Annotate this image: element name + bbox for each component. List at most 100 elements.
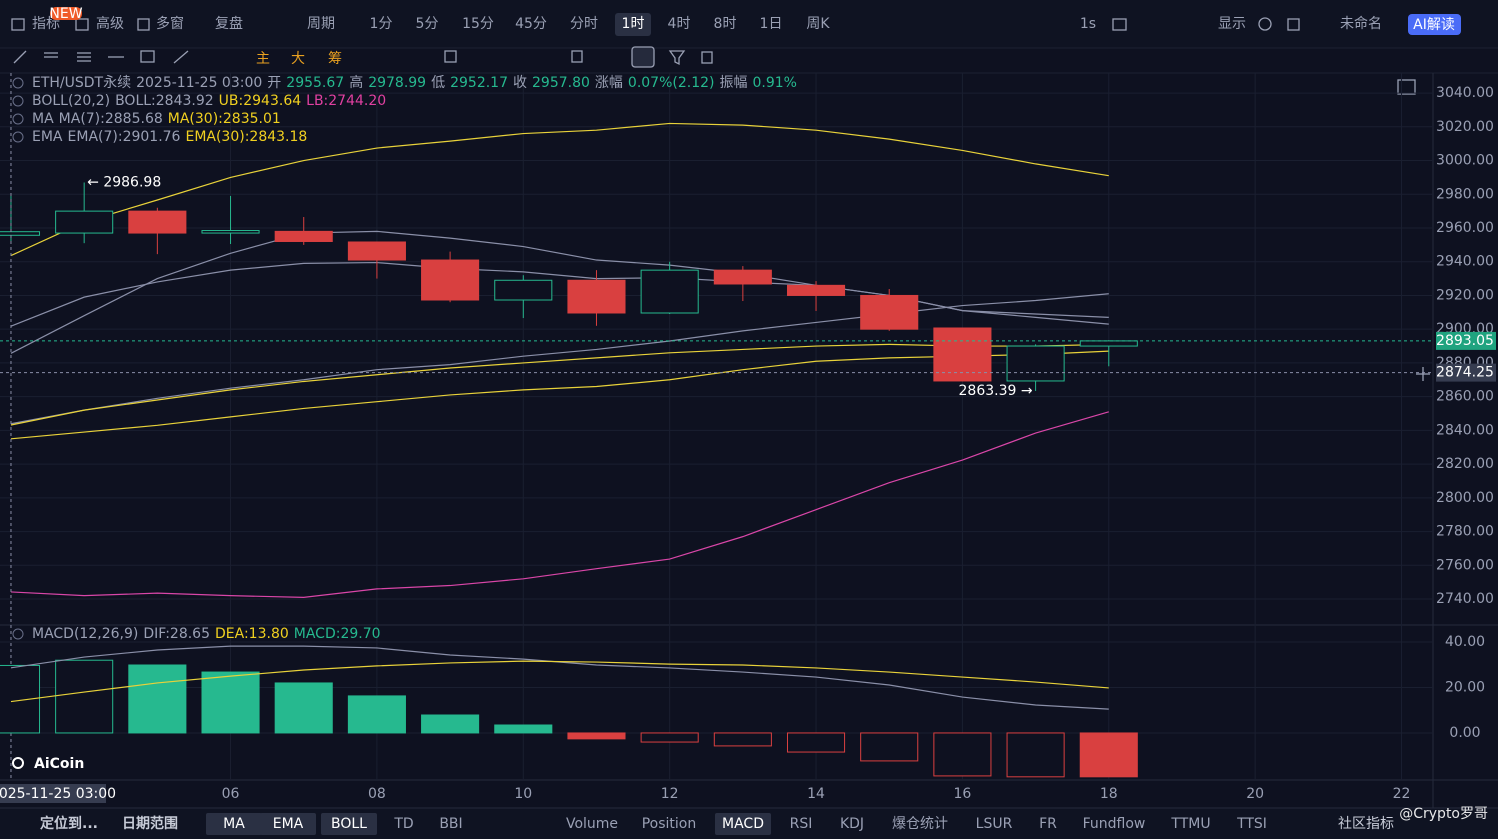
indicator-tab[interactable]: TTSI [1236,816,1267,832]
legend-item: BOLL(20,2) [32,93,110,109]
legend-item: 高 [349,74,363,91]
y-tick-label: 2940.00 [1436,254,1494,270]
indicator-tab[interactable]: TTMU [1170,816,1210,832]
ai-button-bg[interactable] [1408,14,1461,35]
y-tick-label: 40.00 [1445,634,1485,650]
interval[interactable]: 分时 [570,16,598,32]
watermark: @Crypto罗哥 [1399,806,1488,822]
macd-bar [55,659,114,734]
candle-body [55,210,114,234]
indicator-tab[interactable]: KDJ [840,816,864,832]
bottom-item[interactable]: 定位到... [40,815,98,832]
x-tick-label: 20 [1246,786,1264,802]
ai-button[interactable]: AI解读 [1413,16,1455,33]
main-tool[interactable]: 大 [291,51,305,67]
interval[interactable]: 15分 [462,16,494,32]
crosshair-time: 2025-11-25 03:00 [0,786,116,802]
indicator-tab[interactable]: Volume [566,816,618,832]
indicator-tab[interactable]: TD [393,816,413,832]
logo: AiCoin [34,756,84,772]
legend-item: 振幅 [719,75,747,91]
indicator-line [10,261,1109,327]
legend-icon [12,77,24,89]
selected-interval [615,13,651,36]
toolbar-item[interactable]: 高级 [96,15,124,32]
main-tool[interactable]: 主 [256,51,270,67]
indicator-tab[interactable]: BOLL [331,816,367,832]
active-chip [715,813,771,835]
legend-item: BOLL:2843.92 [115,93,214,109]
candle-body [1079,340,1138,347]
main-tool[interactable]: 筹 [328,50,342,67]
crosshair-time-badge [0,784,106,803]
interval[interactable]: 45分 [515,16,547,32]
y-tick-label: 2800.00 [1436,490,1494,506]
toolbar-item[interactable]: 周期 [307,16,335,32]
legend-item: 2025-11-25 03:00 [136,75,262,91]
y-tick-label: 2780.00 [1436,524,1494,540]
toolbar-item[interactable]: 1s [1080,16,1096,32]
interval[interactable]: 5分 [416,16,439,32]
indicator-tab[interactable]: LSUR [976,816,1013,832]
macd-bar [786,732,846,753]
x-tick-label: 16 [953,786,971,802]
legend-item: DIF:28.65 [143,626,210,642]
candle-body [713,269,772,285]
y-tick-label: 0.00 [1449,725,1480,741]
legend-item: MA(30):2835.01 [168,111,281,127]
indicator-tab[interactable]: MACD [722,816,764,832]
y-tick-label: 20.00 [1445,680,1485,696]
x-tick-label: 14 [807,786,825,802]
macd-bar [274,682,333,734]
indicator-tab[interactable]: FR [1039,816,1057,832]
legend-icon [12,628,24,640]
macd-line [10,660,1109,703]
interval[interactable]: 1时 [622,16,645,32]
toolbar-item[interactable]: 指标 [32,16,60,32]
interval[interactable]: 周K [806,16,830,32]
toolbar-item[interactable]: 复盘 [215,15,243,32]
legend-icon [12,113,24,125]
y-tick-label: 2740.00 [1436,591,1494,607]
interval[interactable]: 1日 [760,16,783,32]
badge-bg [50,7,82,20]
y-tick-label: 3040.00 [1436,85,1494,101]
indicator-tab[interactable]: EMA [273,816,304,832]
macd-bar [201,671,260,734]
indicator-line [10,122,1109,257]
candle-body [860,294,919,330]
community[interactable]: 社区指标 [1338,816,1394,832]
crosshair-price-badge [1436,363,1496,382]
indicator-line [10,350,1109,440]
legend-item: LB:2744.20 [306,93,386,109]
legend-item: 0.07%(2.12) [628,75,715,91]
bottom-item[interactable]: 日期范围 [122,815,178,832]
indicator-tab[interactable]: Position [642,816,697,832]
indicator-tab[interactable]: MA [223,816,245,832]
indicator-tab[interactable]: BBI [439,816,462,832]
y-tick-label: 2980.00 [1436,186,1494,202]
toolbar-item[interactable]: 未命名 [1340,15,1382,32]
toolbar-item[interactable]: 显示 [1218,16,1246,32]
candle-body [1006,345,1065,382]
candle-body [786,284,846,296]
toolbar-item[interactable]: 多窗 [156,15,184,32]
indicator-tab[interactable]: Fundflow [1083,816,1146,832]
interval[interactable]: 4时 [668,16,691,32]
legend-item: 收 [513,75,527,91]
price-annotation: 2863.39 → [959,383,1033,399]
legend-item: 低 [431,75,445,91]
x-tick-label: 08 [368,786,386,802]
indicator-tab[interactable]: RSI [790,816,813,832]
interval[interactable]: 1分 [370,16,393,32]
macd-bar [1079,732,1138,778]
indicator-line [10,343,1109,426]
legend-item: DEA:13.80 [215,626,289,642]
interval[interactable]: 8时 [714,16,737,32]
indicator-tab[interactable]: 爆仓统计 [892,816,948,832]
macd-bar [933,732,992,777]
macd-bar [1006,732,1065,778]
macd-bar [640,732,699,743]
macd-bar [421,714,480,734]
